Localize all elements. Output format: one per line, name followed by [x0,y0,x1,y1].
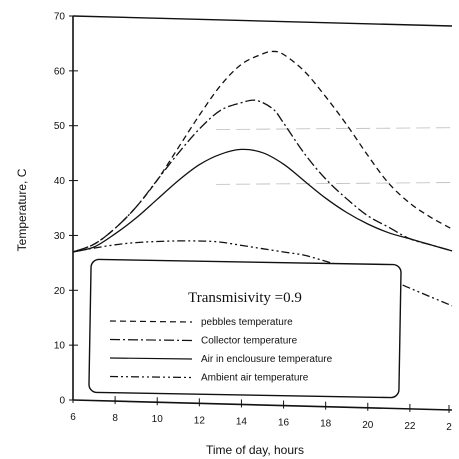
y-tick-label: 10 [54,341,66,352]
legend-box [88,258,402,399]
y-tick-label: 40 [54,176,66,187]
legend-label-2: Collector temperature [201,336,298,347]
legend-swatch-2 [109,338,193,342]
legend-label-4: Ambient air temperature [201,373,309,384]
x-tick-label: 10 [152,414,164,425]
x-tick-label: 12 [194,415,206,426]
y-tick-label: 70 [54,12,66,23]
legend-entries: pebbles temperature Collector temperature… [109,317,333,384]
x-tick-label: 6 [70,412,76,423]
x-axis-label: Time of day, hours [206,443,304,457]
y-tick-label: 60 [54,66,66,77]
x-tick-label: 18 [320,419,332,430]
series-line-1 [72,50,453,253]
y-tick-label: 20 [54,286,66,297]
reference-line [216,127,453,130]
reference-line [216,182,453,185]
x-tick-label: 22 [404,421,416,432]
legend-title: Transmisivity =0.9 [188,290,302,306]
x-axis-ticks: 6 8 10 12 14 16 18 20 22 2 [70,395,452,433]
plot-area [72,15,453,411]
y-axis-ticks: 0 10 20 30 40 50 60 70 [54,12,78,407]
legend: Transmisivity =0.9 pebbles temperature Co… [88,258,402,399]
x-tick-label: 16 [278,418,290,429]
x-tick-label: 8 [112,413,118,424]
x-tick-label: 2 [446,422,452,433]
legend-label-3: Air in enclousure temperature [201,354,333,365]
x-axis-line [72,399,453,411]
y-tick-label: 50 [54,121,66,132]
y-tick-label: 30 [54,231,66,242]
legend-label-1: pebbles temperature [201,317,293,328]
series-line-2 [72,99,453,253]
x-tick-label: 14 [236,416,248,427]
legend-swatch-4 [109,375,193,379]
y-axis-label: Temperature, C [15,168,29,251]
legend-swatch-3 [109,357,193,360]
legend-swatch-1 [109,320,193,323]
series-line-3 [72,148,453,253]
y-tick-label: 0 [59,396,65,407]
x-tick-label: 20 [362,420,374,431]
reference-lines [216,127,453,185]
top-border [72,15,453,27]
